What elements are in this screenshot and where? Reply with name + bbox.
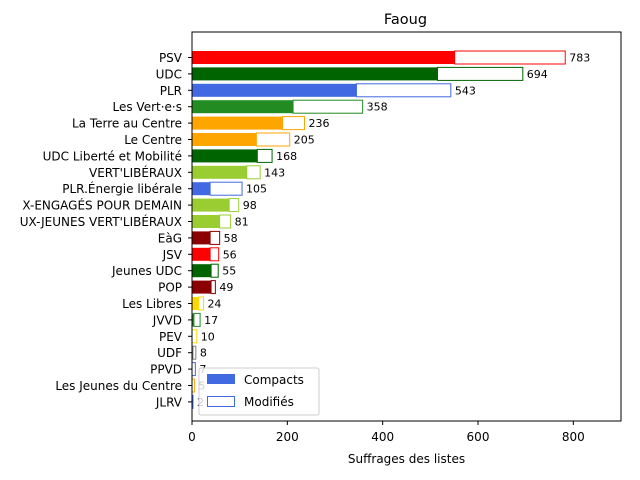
bar-compacts-row-11 [192, 231, 211, 245]
category-label-row-6: UDC Liberté et Mobilité [43, 149, 182, 163]
category-label-row-7: VERT'LIBÉRAUX [89, 165, 182, 180]
total-label-row-13: 55 [222, 265, 236, 278]
total-label-row-1: 694 [527, 68, 548, 81]
category-label-row-20: Les Jeunes du Centre [55, 379, 182, 393]
bar-compacts-row-8 [192, 182, 211, 196]
bar-modifies-row-4 [282, 116, 305, 131]
total-label-row-7: 143 [264, 166, 285, 179]
total-label-row-18: 8 [200, 347, 207, 360]
bar-modifies-row-7 [246, 165, 261, 180]
bar-modifies-row-3 [292, 99, 364, 114]
x-axis-label: Suffrages des listes [348, 452, 465, 466]
legend-label-modifies: Modifiés [244, 395, 294, 409]
category-label-row-19: PPVD [150, 363, 182, 377]
bar-compacts-row-3 [192, 100, 294, 114]
bar-compacts-row-4 [192, 116, 283, 130]
category-label-row-12: JSV [162, 248, 183, 262]
category-label-row-4: La Terre au Centre [72, 117, 182, 131]
bar-compacts-row-6 [192, 149, 258, 163]
x-tick-label-3: 600 [467, 430, 490, 444]
category-label-row-0: PSV [159, 51, 183, 65]
category-label-row-13: Jeunes UDC [111, 264, 182, 278]
bars-group [191, 50, 566, 409]
bar-compacts-row-9 [192, 198, 230, 212]
total-label-row-15: 24 [207, 298, 221, 311]
bar-compacts-row-0 [192, 51, 455, 64]
category-label-row-3: Les Vert·e·s [113, 100, 183, 114]
total-label-row-6: 168 [276, 150, 297, 163]
legend: Compacts Modifiés [198, 367, 320, 416]
bar-modifies-row-8 [209, 181, 243, 196]
category-label-row-1: UDC [156, 67, 182, 81]
bar-modifies-row-6 [256, 148, 273, 163]
category-label-row-18: UDF [157, 346, 182, 360]
total-label-row-4: 236 [308, 117, 329, 130]
bar-compacts-row-1 [192, 67, 438, 81]
total-label-row-16: 17 [204, 314, 218, 327]
category-label-row-5: Le Centre [124, 133, 182, 147]
total-label-row-2: 543 [455, 84, 476, 97]
bar-modifies-row-13 [210, 263, 219, 278]
total-label-row-11: 58 [224, 232, 238, 245]
bar-modifies-row-11 [209, 230, 221, 245]
bar-modifies-row-2 [355, 83, 452, 98]
category-label-row-21: JLRV [155, 395, 183, 409]
category-label-row-11: EàG [158, 231, 182, 245]
x-tick-label-2: 400 [371, 430, 394, 444]
total-label-row-9: 98 [243, 199, 257, 212]
bar-compacts-row-2 [192, 83, 357, 97]
category-label-row-2: PLR [160, 84, 182, 98]
bar-modifies-row-18 [192, 345, 197, 360]
category-label-row-9: X-ENGAGÉS POUR DEMAIN [22, 198, 182, 213]
bar-compacts-row-15 [192, 297, 199, 310]
plot-frame [191, 31, 622, 422]
category-labels: PSV UDC PLR Les Vert·e·s La Terre au Centre L… [20, 51, 192, 409]
bar-modifies-row-19 [191, 362, 196, 377]
category-label-row-16: JVVD [152, 313, 182, 327]
bar-modifies-row-14 [210, 280, 216, 295]
bar-compacts-row-10 [192, 215, 220, 228]
bar-compacts-row-16 [192, 313, 194, 327]
bar-compacts-row-12 [192, 247, 211, 261]
x-tick-label-4: 800 [562, 430, 585, 444]
x-tick-label-0: 0 [188, 430, 196, 444]
bar-modifies-row-16 [193, 312, 201, 327]
total-label-row-10: 81 [235, 216, 249, 229]
bar-modifies-row-12 [209, 247, 220, 262]
total-label-row-17: 10 [201, 330, 215, 343]
bar-modifies-row-5 [255, 132, 291, 147]
legend-swatch-compacts [207, 374, 235, 384]
bar-modifies-row-17 [191, 329, 198, 344]
bar-compacts-row-5 [192, 133, 257, 146]
x-axis-ticks: 0 200 400 600 800 [188, 421, 585, 444]
category-label-row-14: POP [158, 281, 182, 295]
chart-title: Faoug [384, 12, 427, 28]
total-label-row-12: 56 [223, 248, 237, 261]
total-label-row-0: 783 [569, 52, 590, 65]
bar-compacts-row-13 [192, 264, 212, 278]
bar-compacts-row-7 [192, 165, 247, 179]
category-label-row-15: Les Libres [122, 297, 182, 311]
total-labels: 783 694 543 358 236 205 168 143 105 98 81 58 56 55 49 2… [197, 52, 590, 409]
category-label-row-17: PEV [159, 330, 183, 344]
bar-modifies-row-10 [219, 214, 232, 229]
category-label-row-8: PLR.Énergie libérale [62, 181, 182, 196]
bar-modifies-row-0 [454, 50, 566, 65]
total-label-row-3: 358 [367, 101, 388, 114]
bar-modifies-row-1 [436, 66, 524, 81]
x-tick-label-1: 200 [276, 430, 299, 444]
total-label-row-5: 205 [294, 134, 315, 147]
legend-label-compacts: Compacts [244, 373, 304, 387]
bar-modifies-row-15 [198, 296, 204, 311]
total-label-row-8: 105 [246, 183, 267, 196]
legend-swatch-modifies [207, 396, 235, 407]
total-label-row-14: 49 [219, 281, 233, 294]
bar-modifies-row-9 [228, 198, 240, 213]
category-label-row-10: UX-JEUNES VERT'LIBÉRAUX [20, 214, 182, 229]
bar-compacts-row-14 [192, 280, 212, 294]
